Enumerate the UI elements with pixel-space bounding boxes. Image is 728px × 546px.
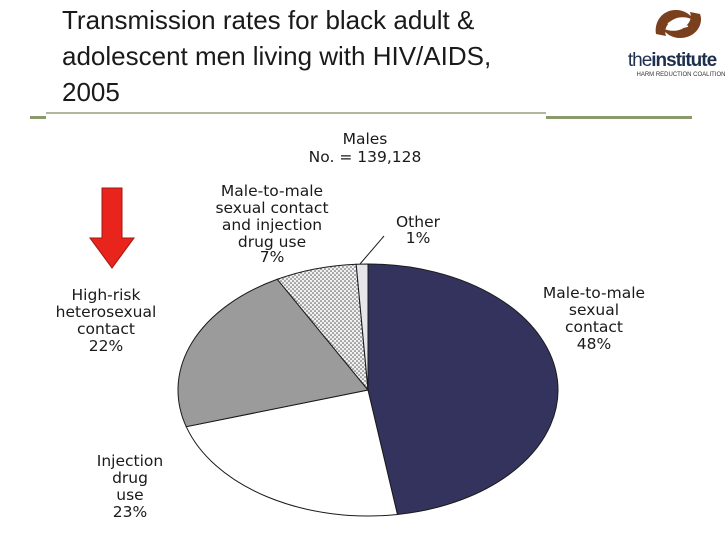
slice-label-high-risk-heterosexual: High-risk heterosexual contact 22% [56, 286, 157, 355]
title-rule [46, 112, 546, 114]
slice-label-line: Male-to-male [543, 284, 645, 302]
slice-label-line: contact [565, 318, 623, 336]
slice-high-risk-heterosexual [177, 278, 369, 428]
slice-label-line: High-risk [72, 286, 141, 304]
slice-label-line: heterosexual [56, 303, 157, 321]
slice-label-line: drug [112, 469, 148, 487]
slice-other [355, 263, 369, 391]
title-line-1: Transmission rates for black adult & [62, 5, 475, 35]
slice-percent: 7% [260, 248, 285, 266]
hands-icon [655, 10, 702, 38]
slice-label-line: drug use [238, 233, 306, 251]
title-line-2: adolescent men living with HIV/AIDS, [62, 41, 492, 71]
slice-label-line: Other [396, 213, 441, 231]
slice-label-injection-drug-use: Injection drug use 23% [97, 452, 163, 521]
pie-slices [177, 263, 559, 517]
logo-subtitle: HARM REDUCTION COALITION [636, 72, 726, 78]
slice-percent: 23% [113, 503, 147, 521]
slice-label-other: Other 1% [396, 213, 441, 247]
slice-label-line: Injection [97, 452, 163, 470]
slice-label-line: use [116, 486, 143, 504]
slice-label-line: Male-to-male [221, 182, 323, 200]
slice-label-male-to-male: Male-to-male sexual contact 48% [543, 284, 645, 353]
slice-percent: 48% [577, 335, 611, 353]
chart-title-line-2: No. = 139,128 [309, 148, 422, 166]
red-down-arrow-icon [89, 187, 135, 269]
slice-injection-drug-use [185, 389, 399, 517]
slide-title: Transmission rates for black adult & ado… [62, 2, 602, 110]
logo-text: theinstitute [620, 50, 724, 72]
slice-label-line: sexual [569, 301, 619, 319]
slice-label-msm-idu: Male-to-male sexual contact and injectio… [215, 182, 328, 266]
slice-label-line: sexual contact [215, 199, 328, 217]
chart-title-line-1: Males [343, 130, 388, 148]
other-leader-line [359, 235, 385, 265]
title-rule-left [30, 116, 46, 119]
slice-label-line: and injection [222, 216, 322, 234]
slice-percent: 22% [89, 337, 123, 355]
title-line-3: 2005 [62, 77, 120, 107]
logo-text-bold: institute [651, 50, 717, 71]
slice-male-to-male [367, 263, 559, 516]
institute-logo: theinstitute HARM REDUCTION COALITION [620, 4, 726, 90]
slice-label-line: contact [77, 320, 135, 338]
logo-text-light: the [627, 50, 652, 71]
slice-percent: 1% [406, 229, 431, 247]
title-rule-right [546, 116, 692, 119]
